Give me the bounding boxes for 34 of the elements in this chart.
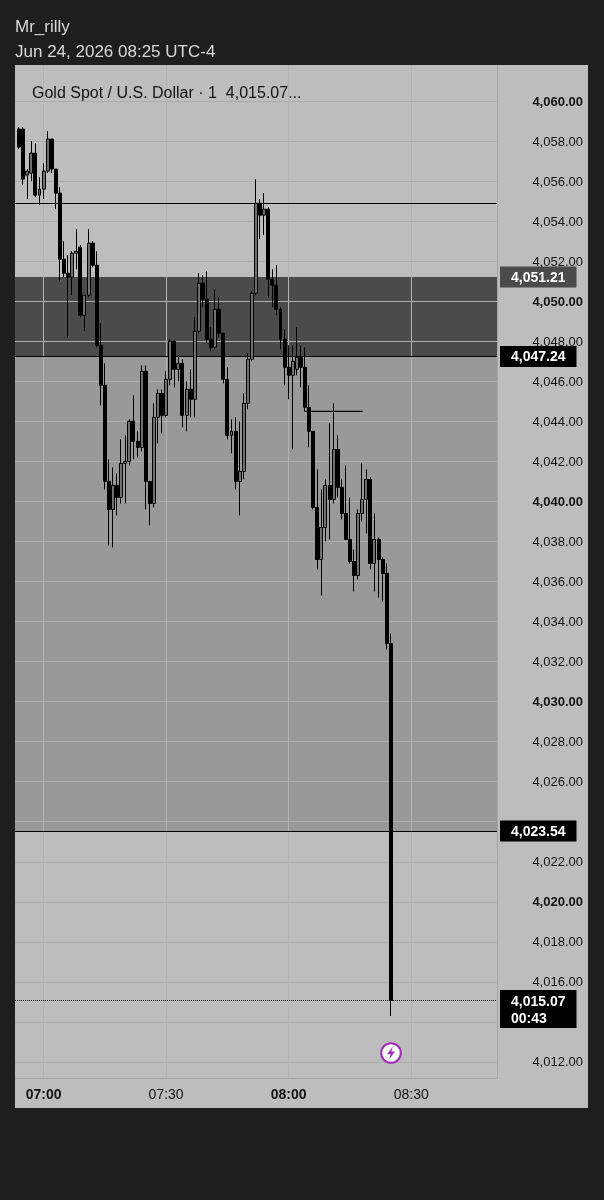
y-tick-label: 4,038.00 — [532, 533, 583, 549]
y-tick-label: 4,032.00 — [532, 654, 583, 670]
text: Mr_rilly — [15, 16, 71, 38]
text: Gold Spot / U.S. Dollar · 1 4,015.07... — [32, 83, 302, 101]
x-tick-label: 08:00 — [270, 1086, 307, 1102]
y-tick-label: 4,042.00 — [532, 453, 583, 469]
y-tick-label: 4,044.00 — [532, 413, 583, 429]
x-tick-label: 08:30 — [393, 1086, 429, 1102]
band-label: 4,051.21 — [511, 269, 566, 286]
y-tick-label: 4,022.00 — [532, 854, 583, 870]
x-tick-label: 07:00 — [25, 1086, 62, 1102]
y-tick-label: 4,054.00 — [532, 213, 583, 229]
y-tick-label: 4,040.00 — [532, 493, 583, 509]
y-tick-label: 4,016.00 — [532, 974, 583, 990]
y-tick-label: 4,030.00 — [532, 694, 583, 710]
y-tick-label: 4,046.00 — [532, 373, 583, 389]
y-tick-label: 4,034.00 — [532, 614, 583, 630]
ref-line-label: 4,023.54 — [511, 822, 566, 839]
x-tick-label: 07:30 — [148, 1086, 184, 1102]
y-tick-label: 4,048.00 — [532, 333, 583, 349]
y-tick-label: 4,056.00 — [532, 173, 583, 189]
y-tick-label: 4,020.00 — [532, 894, 583, 910]
text: Jun 24, 2026 08:25 UTC-4 — [15, 41, 216, 63]
y-tick-label: 4,058.00 — [532, 133, 583, 149]
y-tick-label: 4,036.00 — [532, 574, 583, 590]
ref-line-label: 4,015.07 00:43 — [511, 992, 566, 1026]
y-tick-label: 4,050.00 — [532, 293, 583, 309]
y-tick-label: 4,060.00 — [532, 93, 583, 109]
y-tick-label: 4,028.00 — [532, 734, 583, 750]
y-tick-label: 4,018.00 — [532, 934, 583, 950]
y-tick-label: 4,052.00 — [532, 253, 583, 269]
y-tick-label: 4,026.00 — [532, 774, 583, 790]
y-tick-label: 4,012.00 — [532, 1054, 583, 1070]
ref-line-label: 4,047.24 — [511, 348, 566, 365]
